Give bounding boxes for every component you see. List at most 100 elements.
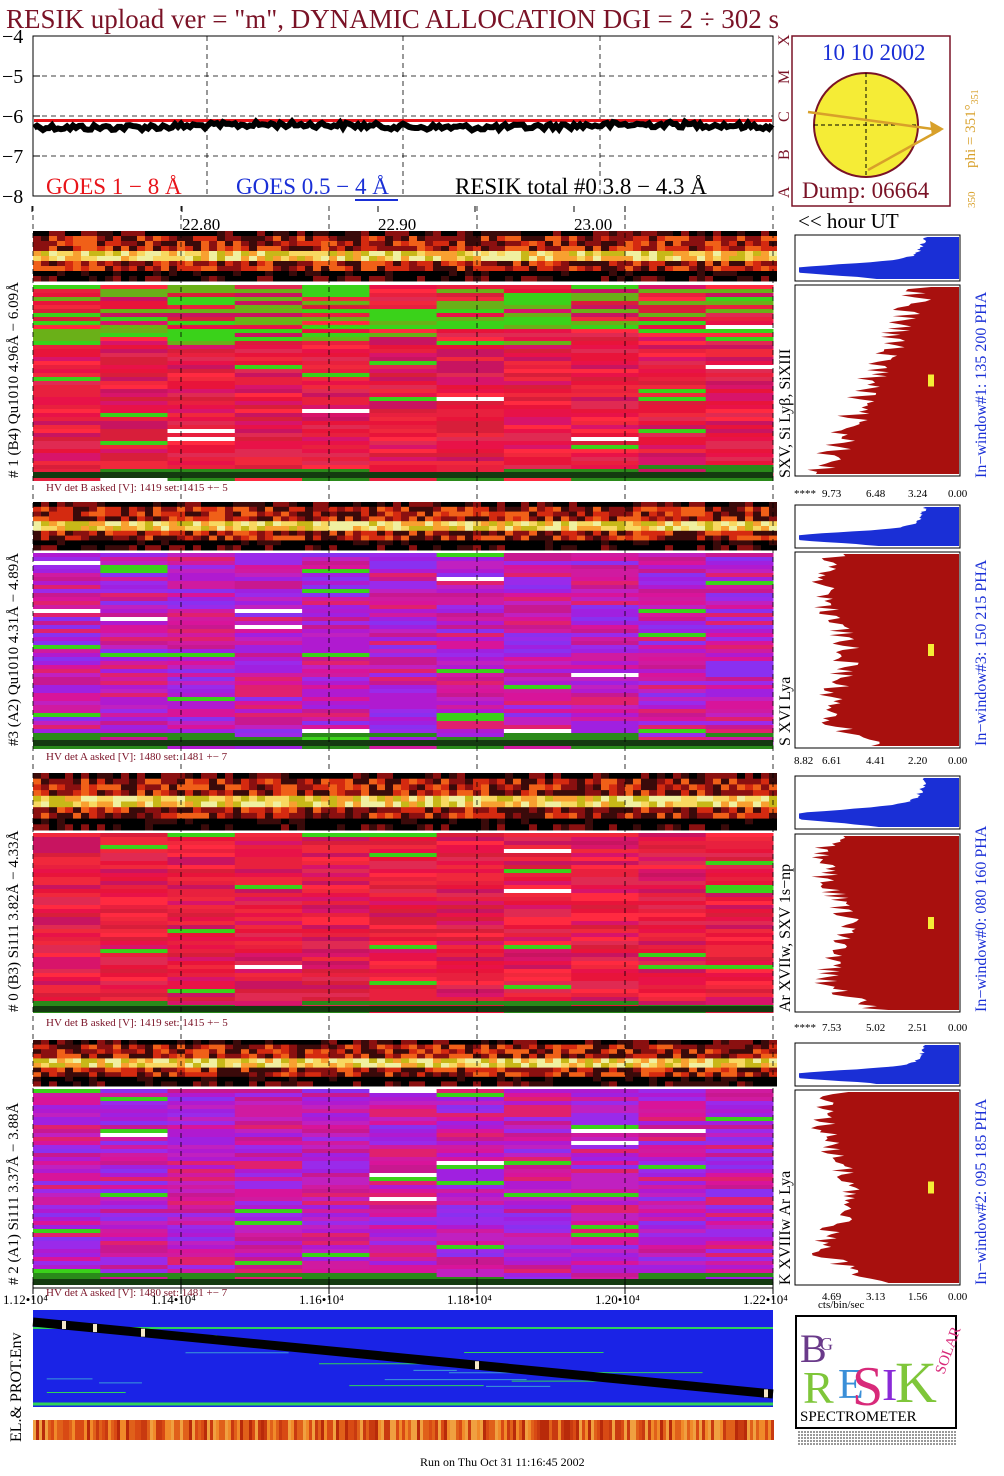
goes-class-letters: X M C B A	[776, 34, 793, 198]
footer-run: Run on Thu Oct 31 11:16:45 2002	[420, 1455, 585, 1469]
hist-tick: 9.73	[822, 488, 842, 500]
detector-ylabel: #3 (A2) Qu1010 4.31Å − 4.89Å	[6, 553, 22, 746]
detector-det2: HV det A asked [V]: 1480 set: 1481 +− 7 #…	[6, 1040, 990, 1303]
phi-direction-arrow	[807, 110, 941, 132]
detector-det3: HV det A asked [V]: 1480 set: 1481 +− 7 #…	[6, 502, 990, 767]
particle-trace	[32, 1317, 774, 1399]
phi-label: phi = 351°351	[963, 89, 981, 168]
detector-line-label: SXV, Si Lyβ, SiXIII	[777, 349, 794, 478]
detector-strip	[33, 231, 777, 282]
detector-line-label: Ar XVIIw, SXV 1s−np	[777, 864, 794, 1012]
spectrum-profile	[794, 1089, 961, 1286]
hist-tick: 5.02	[866, 1022, 885, 1034]
hv-status: HV det A asked [V]: 1480 set: 1481 +− 7	[46, 751, 228, 763]
hour-axis-ticks: 22.80 22.90 23.00	[31, 206, 626, 234]
time-tick: 1.20•10⁴	[595, 1292, 640, 1307]
detector-spectrum-raster	[33, 553, 774, 749]
detector-time-grid	[32, 206, 774, 1300]
goes-class-letter: X	[776, 34, 793, 46]
environment-markers	[62, 1321, 768, 1398]
window-marker	[928, 917, 934, 929]
logo-letter-k: K	[895, 1350, 937, 1415]
lightcurve-y-tick: −4	[2, 26, 23, 48]
lightcurve-panel: −4 −5 −6 −7 −8 GOES 1 − 8 Å GOES 0.5 − 4 Å R…	[2, 26, 775, 208]
detector-det1: HV det B asked [V]: 1419 set: 1415 +− 5 #…	[6, 231, 990, 500]
hist-tick: 0.00	[948, 755, 968, 767]
hist-tick: 0.00	[948, 1291, 968, 1303]
hist-tick: 3.24	[908, 488, 928, 500]
spectrum-profile	[794, 284, 961, 477]
hv-status: HV det B asked [V]: 1419 set: 1415 +− 5	[46, 482, 228, 494]
goes-class-letter: M	[776, 70, 793, 84]
detector-panels: HV det B asked [V]: 1419 set: 1415 +− 5 #…	[6, 231, 990, 1303]
hist-tick: 3.13	[866, 1291, 886, 1303]
hist-tick: 6.48	[866, 488, 886, 500]
hv-status: HV det B asked [V]: 1419 set: 1415 +− 5	[46, 1017, 228, 1029]
sun-date: 10 10 2002	[822, 40, 926, 65]
figure-title: RESIK upload ver = "m", DYNAMIC ALLOCATI…	[6, 4, 779, 34]
hist-tick: 7.53	[822, 1022, 842, 1034]
time-tick: 1.18•10⁴	[447, 1292, 492, 1307]
hour-axis-label: << hour UT	[798, 209, 899, 233]
hist-tick: 2.20	[908, 755, 928, 767]
window-marker	[928, 644, 934, 656]
lightcurve-y-tick: −5	[2, 66, 23, 88]
logo-caption: SPECTROMETER	[800, 1409, 917, 1425]
environment-color-strip	[33, 1420, 774, 1440]
detector-window-label: In−window#2: 095 185 PHA	[973, 1098, 990, 1285]
detector-spectrum-raster	[33, 1089, 774, 1285]
logo-letter-b: B	[800, 1326, 827, 1371]
detector-det0: HV det B asked [V]: 1419 set: 1415 +− 5 #…	[6, 773, 990, 1034]
detector-ylabel: # 2 (A1) Si111 3.37Å − 3.88Å	[6, 1102, 22, 1285]
detector-line-label: K XVIIIw Ar Lya	[777, 1171, 794, 1285]
phi-main: phi = 351°	[963, 104, 979, 168]
detector-window-label: In−window#1: 135 200 PHA	[973, 291, 990, 478]
hist-tick: 4.41	[866, 755, 885, 767]
detector-window-label: In−window#0: 080 160 PHA	[973, 825, 990, 1012]
env-label: EL.& PROT.Env	[8, 1333, 25, 1442]
lightcurve-y-ticks: −4 −5 −6 −7 −8	[2, 26, 40, 208]
hour-tick: 22.90	[378, 215, 416, 234]
hist-tick: ****	[794, 488, 816, 500]
detector-ylabel: # 1 (B4) Qu1010 4.96Å − 6.09Å	[6, 282, 22, 478]
window-marker	[928, 374, 934, 387]
hist-unit: cts/bin/sec	[818, 1299, 865, 1311]
resik-total-curve	[32, 116, 775, 135]
spectrum-profile	[794, 833, 961, 1013]
detector-line-label: S XVI Lya	[777, 677, 794, 746]
time-axis-ticks: 1.12•10⁴ 1.14•10⁴ 1.16•10⁴ 1.18•10⁴ 1.20•10⁴…	[3, 1282, 788, 1307]
goes-class-letter: C	[776, 111, 793, 122]
logo-letter-g: G	[820, 1334, 833, 1354]
legend-goes-short: GOES 0.5 − 4 Å	[236, 174, 389, 199]
detector-spectrum-raster	[33, 833, 774, 1013]
lightcurve-y-tick: −6	[2, 106, 23, 128]
hv-status: HV det A asked [V]: 1480 set: 1481 +− 7	[46, 1287, 228, 1299]
goes-class-letter: A	[776, 186, 793, 198]
hist-tick: 1.56	[908, 1291, 928, 1303]
detector-strip	[33, 1040, 777, 1087]
hist-tick: ****	[794, 1022, 816, 1034]
resik-logo: B R E S I K G SOLAR SPECTROMETER	[795, 1315, 965, 1445]
pha-histogram	[794, 234, 961, 282]
time-tick: 1.22•10⁴	[743, 1292, 788, 1307]
hist-tick: 2.51	[908, 1022, 927, 1034]
lightcurve-grid	[33, 36, 773, 196]
hist-tick: 0.00	[948, 488, 968, 500]
logo-letter-e: E	[838, 1362, 864, 1408]
time-tick: 1.14•10⁴	[151, 1292, 196, 1307]
logo-letter-r: R	[803, 1362, 834, 1413]
goes-class-letter: B	[776, 149, 793, 160]
time-tick: 1.12•10⁴	[3, 1292, 48, 1307]
detector-spectrum-raster	[33, 285, 774, 481]
detector-ylabel: # 0 (B3) Si111 3.82Å − 4.33Å	[6, 830, 22, 1012]
time-tick: 1.16•10⁴	[299, 1292, 344, 1307]
hour-tick: 23.00	[574, 215, 612, 234]
lightcurve-y-tick: −7	[2, 146, 23, 168]
detector-strip	[33, 773, 777, 831]
hist-tick: 4.69	[822, 1291, 842, 1303]
lightcurve-y-tick: −8	[2, 186, 23, 208]
pha-histogram	[794, 504, 961, 549]
detector-strip	[33, 502, 777, 551]
